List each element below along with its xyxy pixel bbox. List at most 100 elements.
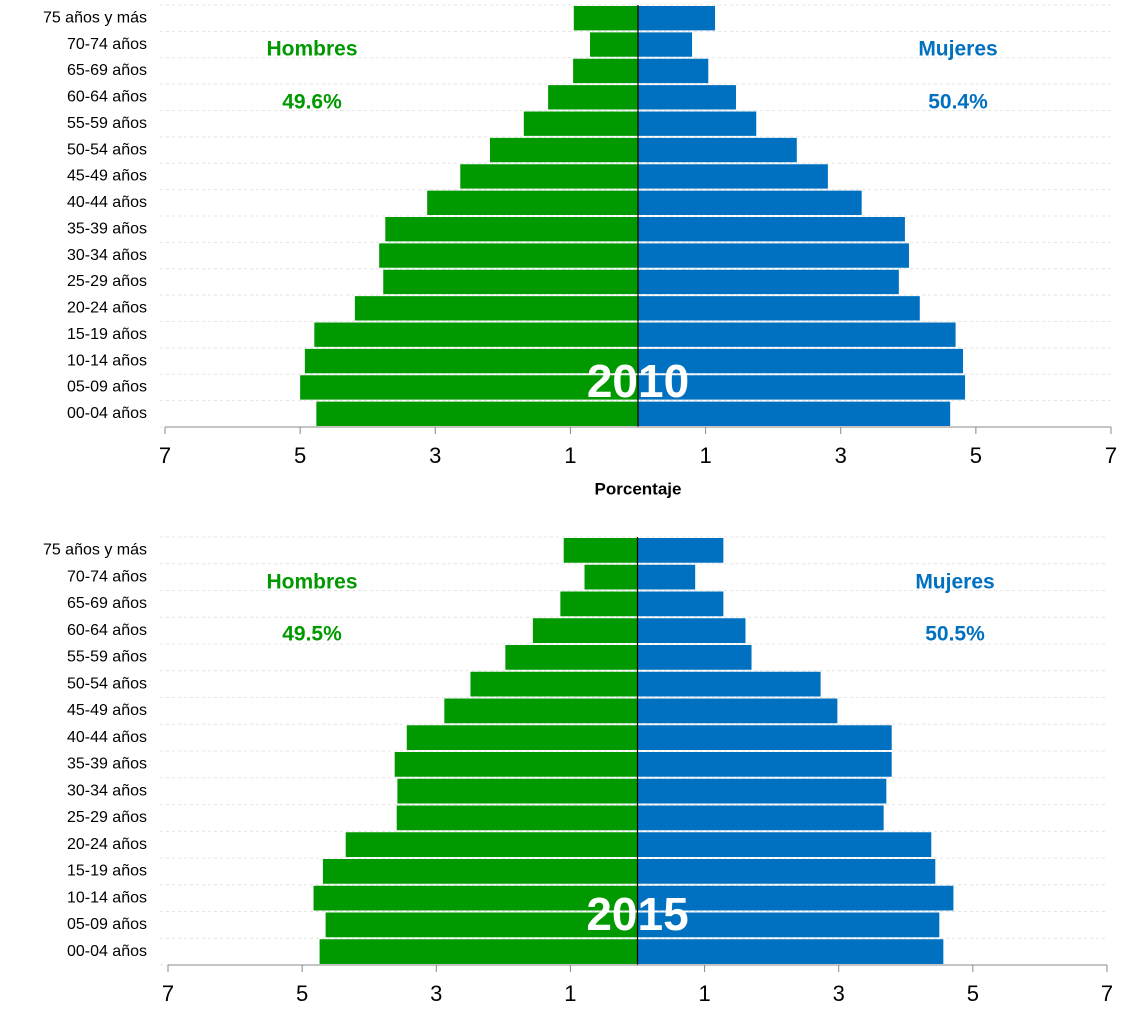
category-label: 00-04 años bbox=[67, 943, 147, 960]
bar bbox=[379, 243, 638, 268]
bar bbox=[637, 939, 944, 964]
bar bbox=[322, 859, 638, 884]
bar bbox=[638, 322, 956, 347]
bar bbox=[638, 111, 757, 136]
bar bbox=[319, 939, 638, 964]
bar bbox=[637, 778, 887, 804]
bar bbox=[383, 269, 638, 295]
bar bbox=[637, 832, 932, 857]
category-label: 75 años y más bbox=[43, 9, 147, 26]
bar bbox=[637, 752, 892, 777]
bar bbox=[590, 32, 638, 57]
bar bbox=[300, 375, 638, 400]
legend-label: Hombres bbox=[266, 571, 357, 594]
bar bbox=[637, 912, 940, 938]
x-tick-label: 1 bbox=[699, 443, 711, 468]
category-label: 45-49 años bbox=[67, 168, 147, 185]
share-label: 50.4% bbox=[928, 91, 988, 114]
bar bbox=[637, 538, 724, 563]
x-tick-label: 3 bbox=[429, 443, 441, 468]
year-label: 2015 bbox=[586, 888, 688, 940]
bar bbox=[638, 401, 951, 426]
bar bbox=[638, 6, 716, 31]
x-tick-label: 5 bbox=[970, 443, 982, 468]
category-label: 60-64 años bbox=[67, 89, 147, 106]
x-tick-label: 7 bbox=[159, 443, 171, 468]
category-label: 55-59 años bbox=[67, 115, 147, 132]
x-tick-label: 1 bbox=[698, 981, 710, 1006]
x-tick-label: 7 bbox=[1105, 443, 1117, 468]
bar bbox=[638, 190, 862, 215]
bar bbox=[637, 671, 821, 697]
bar bbox=[460, 164, 638, 189]
bar bbox=[394, 752, 638, 777]
category-label: 10-14 años bbox=[67, 889, 147, 906]
bar bbox=[397, 778, 638, 804]
share-label: 50.5% bbox=[925, 623, 985, 646]
category-label: 15-19 años bbox=[67, 863, 147, 880]
bar bbox=[523, 111, 638, 136]
bar bbox=[638, 243, 909, 268]
x-tick-label: 5 bbox=[967, 981, 979, 1006]
category-label: 65-69 años bbox=[67, 62, 147, 79]
x-tick-label: 3 bbox=[835, 443, 847, 468]
share-label: 49.6% bbox=[282, 91, 342, 114]
bar bbox=[637, 805, 884, 831]
category-label: 15-19 años bbox=[67, 326, 147, 343]
x-tick-label: 1 bbox=[564, 981, 576, 1006]
bar bbox=[638, 296, 920, 321]
bar bbox=[548, 85, 638, 110]
bar bbox=[313, 885, 638, 911]
category-label: 10-14 años bbox=[67, 352, 147, 369]
legend-label: Mujeres bbox=[915, 571, 994, 594]
category-label: 70-74 años bbox=[67, 568, 147, 585]
x-tick-label: 5 bbox=[294, 443, 306, 468]
category-label: 05-09 años bbox=[67, 916, 147, 933]
bar bbox=[470, 671, 638, 697]
x-tick-label: 3 bbox=[833, 981, 845, 1006]
bar bbox=[637, 725, 892, 750]
bar bbox=[638, 375, 966, 400]
bar bbox=[584, 564, 638, 590]
bar bbox=[573, 6, 638, 31]
category-label: 55-59 años bbox=[67, 649, 147, 666]
category-label: 20-24 años bbox=[67, 300, 147, 317]
category-label: 50-54 años bbox=[67, 141, 147, 158]
category-label: 00-04 años bbox=[67, 405, 147, 422]
bar bbox=[638, 137, 797, 163]
category-label: 40-44 años bbox=[67, 729, 147, 746]
bar bbox=[637, 591, 724, 617]
bar bbox=[505, 645, 638, 670]
bar bbox=[638, 164, 828, 189]
x-tick-label: 3 bbox=[430, 981, 442, 1006]
x-tick-label: 1 bbox=[564, 443, 576, 468]
bar bbox=[638, 32, 693, 57]
bar bbox=[638, 58, 709, 84]
bar bbox=[490, 137, 638, 163]
bar bbox=[637, 564, 696, 590]
legend-label: Hombres bbox=[266, 38, 357, 61]
category-label: 60-64 años bbox=[67, 622, 147, 639]
bar bbox=[396, 805, 638, 831]
bar bbox=[444, 698, 638, 724]
category-label: 20-24 años bbox=[67, 836, 147, 853]
x-tick-label: 7 bbox=[1101, 981, 1113, 1006]
bar bbox=[637, 645, 752, 670]
bar bbox=[573, 58, 638, 84]
bar bbox=[637, 885, 954, 911]
bar bbox=[563, 538, 638, 563]
category-label: 30-34 años bbox=[67, 247, 147, 264]
bar bbox=[638, 269, 899, 295]
bar bbox=[345, 832, 638, 857]
bar bbox=[532, 618, 638, 643]
category-label: 25-29 años bbox=[67, 273, 147, 290]
bar bbox=[637, 698, 838, 724]
bar bbox=[304, 348, 638, 374]
bar bbox=[406, 725, 638, 750]
bar bbox=[638, 85, 736, 110]
bar bbox=[385, 217, 638, 242]
bar bbox=[637, 859, 936, 884]
category-label: 35-39 años bbox=[67, 220, 147, 237]
category-label: 40-44 años bbox=[67, 194, 147, 211]
